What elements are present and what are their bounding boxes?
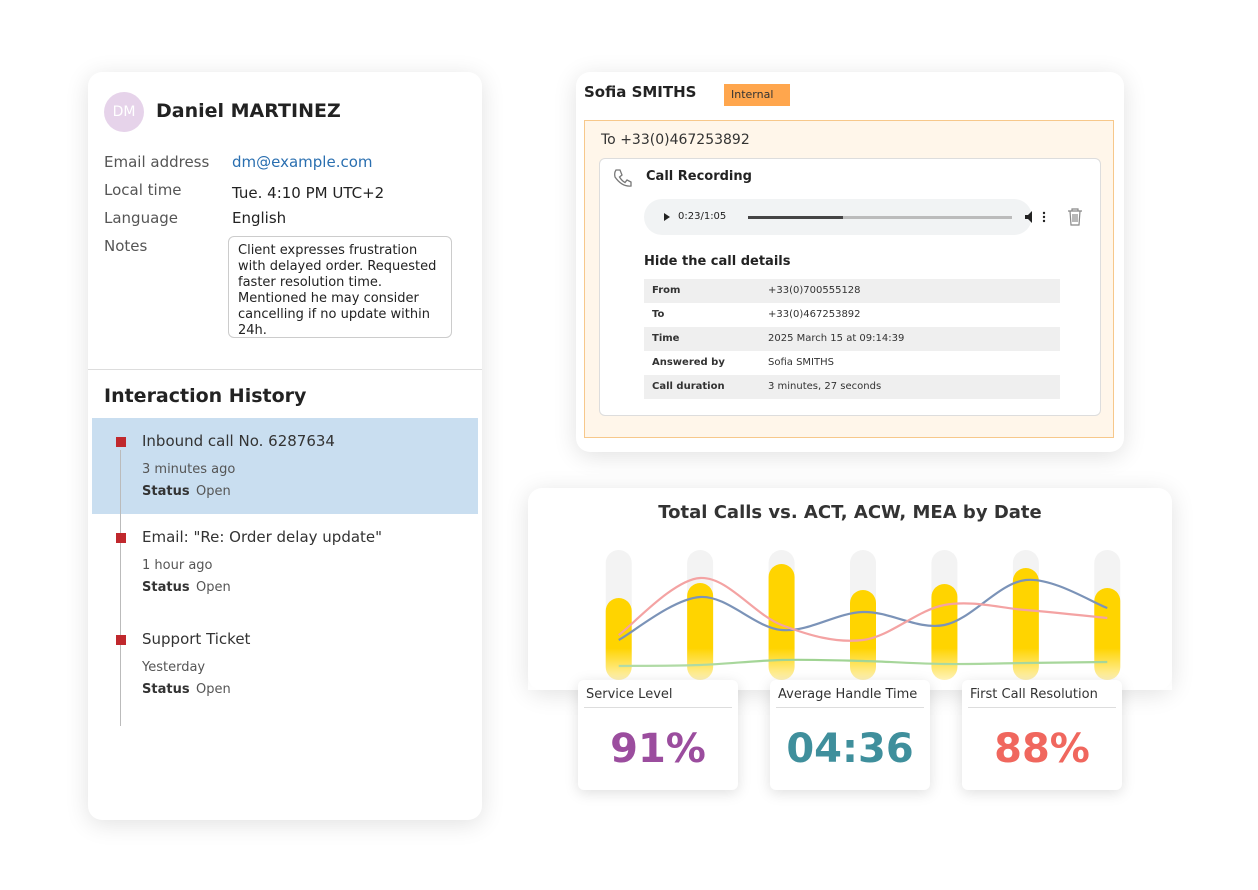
selected-item [92,418,478,514]
notes-box[interactable]: Client expresses frustration with delaye… [228,236,452,338]
line [618,576,1108,642]
chart-title: Total Calls vs. ACT, ACW, MEA by Date [658,502,1041,523]
line [618,578,1108,641]
phone-icon [614,169,632,187]
detail-row: To +33(0)467253892 [644,303,1060,327]
item-marker [116,437,126,447]
kpi-label: Service Level [586,687,673,702]
field-label: Email address [104,153,210,171]
detail-label: To [652,309,665,320]
kpi-value: 91% [610,726,706,772]
email-link[interactable]: dm@example.com [232,153,373,171]
audio-player[interactable]: 0:23/1:05 [644,199,1046,235]
kpi-label: First Call Resolution [970,687,1098,702]
detail-value: +33(0)700555128 [768,285,861,296]
field-label: Language [104,209,179,227]
item-title[interactable]: Support Ticket [142,630,251,648]
field-value: Tue. 4:10 PM UTC+2 [232,184,385,202]
kpi-divider [776,707,924,708]
divider [88,369,482,370]
section-title: Interaction History [104,385,307,407]
item-marker [116,533,126,543]
kpi-divider [584,707,732,708]
delete-icon[interactable] [1066,207,1084,227]
detail-label: Time [652,333,680,344]
avatar: DM [104,92,144,132]
agent-name: Sofia SMITHS [584,83,697,101]
detail-label: Answered by [652,357,725,368]
status-value: Open [196,580,231,595]
status-label: Status [142,580,190,595]
detail-row: From +33(0)700555128 [644,279,1060,303]
message-box: To +33(0)467253892 Call Recording 0:23/1… [584,120,1114,438]
tag: Internal [724,84,790,106]
details-toggle[interactable]: Hide the call details [644,254,791,269]
status-value: Open [196,484,231,499]
detail-value: +33(0)467253892 [768,309,861,320]
timeline [120,450,121,726]
kpi-card: Service Level 91% [578,680,738,790]
item-title[interactable]: Email: "Re: Order delay update" [142,528,383,546]
status-label: Status [142,682,190,697]
detail-value: 2025 March 15 at 09:14:39 [768,333,905,344]
item-marker [116,635,126,645]
contact-name: Daniel MARTINEZ [156,100,341,122]
player-time: 0:23/1:05 [678,211,727,222]
kpi-card: Average Handle Time 04:36 [770,680,930,790]
detail-value: Sofia SMITHS [768,357,834,368]
detail-value: 3 minutes, 27 seconds [768,381,882,392]
item-time: 3 minutes ago [142,462,236,477]
item-time: Yesterday [142,660,206,675]
kpi-divider [968,707,1116,708]
play-button[interactable] [662,212,672,222]
kpi-value: 04:36 [786,726,914,772]
chart-card: Total Calls vs. ACT, ACW, MEA by Date [528,488,1172,690]
chart: Total Calls vs. ACT, ACW, MEA by Date [528,502,1172,690]
field-label: Local time [104,181,182,199]
status-value: Open [196,682,231,697]
kpi-card: First Call Resolution 88% [962,680,1122,790]
recording-title: Call Recording [646,169,752,184]
detail-row: Answered by Sofia SMITHS [644,351,1060,375]
detail-label: Call duration [652,381,725,392]
contact-card: DM Daniel MARTINEZ Email address dm@exam… [88,72,482,820]
status-label: Status [142,484,190,499]
progress-fill [748,216,844,219]
kpi-value: 88% [994,726,1090,772]
call-card: Sofia SMITHS Internal To +33(0)467253892… [576,72,1124,452]
detail-label: From [652,285,681,296]
item-title[interactable]: Inbound call No. 6287634 [142,432,335,450]
volume-icon[interactable] [1024,210,1048,224]
item-time: 1 hour ago [142,558,213,573]
detail-row: Call duration 3 minutes, 27 seconds [644,375,1060,399]
field-value: English [232,209,287,227]
recipient: To +33(0)467253892 [601,132,750,148]
detail-row: Time 2025 March 15 at 09:14:39 [644,327,1060,351]
progress-track[interactable] [748,216,1012,219]
kpi-label: Average Handle Time [778,687,918,702]
field-label: Notes [104,237,148,255]
recording-panel: Call Recording 0:23/1:05 Hide the call d… [599,158,1101,416]
